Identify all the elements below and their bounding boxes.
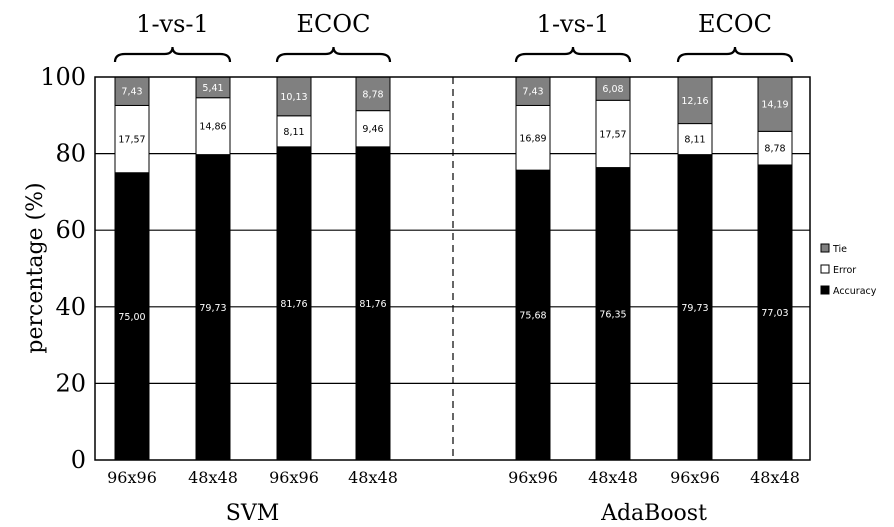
data-label: 8,11 (283, 127, 304, 138)
x-tick-label: 48x48 (188, 468, 238, 487)
x-tick-label: 48x48 (588, 468, 638, 487)
bar-tie-segment (757, 76, 793, 132)
subgroup-label: ECOC (297, 10, 371, 38)
data-label: 81,76 (359, 299, 386, 310)
group-label: AdaBoost (600, 501, 707, 526)
subgroup-label: 1-vs-1 (537, 10, 610, 38)
data-label: 16,89 (519, 133, 546, 144)
y-tick-label: 0 (71, 446, 86, 474)
data-label: 75,68 (519, 311, 546, 322)
y-tick-label: 60 (55, 216, 86, 244)
legend: Tie Error Accuracy (820, 243, 877, 297)
data-label: 12,16 (681, 96, 708, 107)
legend-label-tie: Tie (832, 244, 847, 255)
brace (275, 46, 392, 63)
group-label: SVM (226, 501, 280, 526)
data-label: 9,46 (362, 124, 383, 135)
subgroup-label: ECOC (698, 10, 772, 38)
x-tick-label: 96x96 (269, 468, 319, 487)
x-tick-label: 48x48 (348, 468, 398, 487)
group-labels: SVM 1-vs-1 ECOC AdaBoost 1-vs-1 ECOC (113, 10, 794, 526)
data-label: 81,76 (280, 299, 307, 310)
bar-error-segment (355, 110, 391, 148)
y-tick-label: 40 (55, 293, 86, 321)
data-label: 17,57 (599, 129, 626, 140)
data-label: 75,00 (118, 312, 145, 323)
data-label: 14,86 (199, 122, 226, 133)
data-label: 76,35 (599, 309, 626, 320)
data-label: 5,41 (202, 83, 223, 94)
data-label: 8,78 (362, 89, 383, 100)
bar-tie-segment (355, 76, 391, 112)
brace (676, 46, 794, 63)
y-tick-label: 80 (55, 140, 86, 168)
data-label: 8,11 (684, 135, 705, 146)
bar-accuracy-segment (515, 169, 551, 461)
bar-error-segment (195, 97, 231, 156)
data-label: 7,43 (121, 87, 142, 98)
data-label: 8,78 (764, 144, 785, 155)
x-tick-label: 96x96 (107, 468, 157, 487)
x-tick-label: 96x96 (508, 468, 558, 487)
y-tick-label: 100 (40, 63, 86, 91)
plot-frame (94, 76, 811, 461)
data-label: 17,57 (118, 135, 145, 146)
bar-tie-segment (515, 76, 551, 106)
data-label: 14,19 (761, 100, 788, 111)
bar-tie-segment (677, 76, 713, 125)
y-tick-label: 20 (55, 369, 86, 397)
bar-accuracy-segment (114, 172, 150, 461)
subgroup-label: 1-vs-1 (136, 10, 209, 38)
bar-accuracy-segment (276, 146, 312, 461)
bar-accuracy-segment (677, 154, 713, 461)
legend-swatch-accuracy (820, 285, 830, 295)
bar-tie-segment (276, 76, 312, 117)
bars: 75,00 17,57 7,43 79,73 14,86 5,41 81,76 8,11 10,… (114, 76, 793, 461)
bar-error-segment (276, 115, 312, 148)
y-axis-label: percentage (%) (23, 182, 48, 353)
bar-error-segment (757, 130, 793, 166)
data-label: 79,73 (681, 303, 708, 314)
data-label: 7,43 (522, 87, 543, 98)
y-axis-ticks: 0 20 40 60 80 100 (40, 63, 86, 474)
bar-error-segment (595, 99, 631, 169)
data-label: 10,13 (280, 92, 307, 103)
brace (514, 46, 632, 63)
data-label: 77,03 (761, 308, 788, 319)
bar-tie-segment (114, 76, 150, 106)
x-tick-label: 96x96 (670, 468, 720, 487)
x-axis-ticks: 96x96 48x48 96x96 48x48 96x96 48x48 96x96 48x48 (107, 468, 800, 487)
x-tick-label: 48x48 (750, 468, 800, 487)
legend-label-error: Error (833, 265, 856, 276)
legend-swatch-error (820, 264, 830, 274)
bar-error-segment (515, 104, 551, 171)
bar-accuracy-segment (355, 146, 391, 461)
data-label: 79,73 (199, 303, 226, 314)
legend-label-accuracy: Accuracy (833, 286, 877, 297)
legend-swatch-tie (820, 243, 830, 253)
data-label: 6,08 (602, 84, 623, 95)
brace (113, 46, 232, 63)
bar-error-segment (677, 123, 713, 156)
